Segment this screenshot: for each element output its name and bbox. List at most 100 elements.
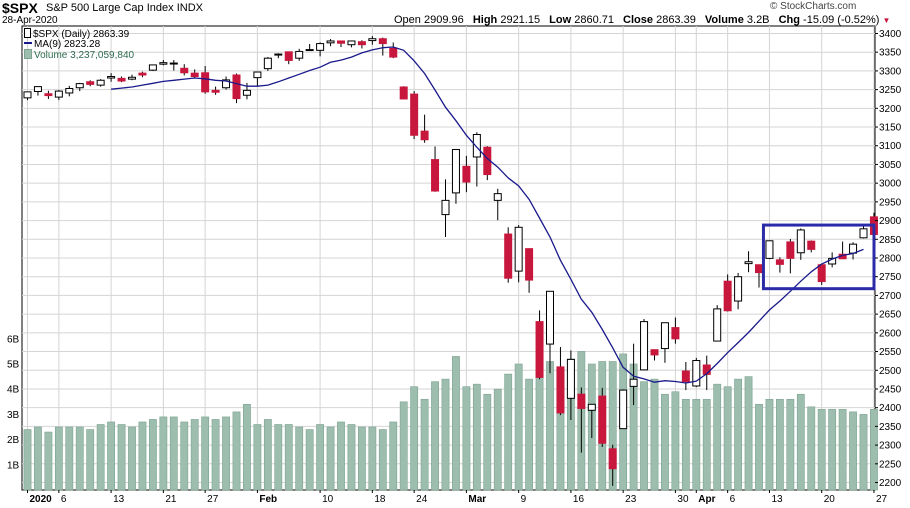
candle <box>608 444 617 486</box>
price-tick-label: 3000 <box>879 179 902 190</box>
candle-body <box>859 228 868 239</box>
volume-bar <box>44 431 53 491</box>
date-tick-label: 13 <box>113 494 125 505</box>
price-tick-label: 3100 <box>879 141 902 152</box>
candle-body <box>368 38 377 42</box>
volume-bar <box>389 421 398 491</box>
volume-bar <box>368 426 377 491</box>
candle <box>128 74 136 81</box>
volume-bar <box>514 363 523 491</box>
candle <box>420 114 429 143</box>
candle <box>159 60 168 66</box>
ma-line <box>111 46 864 384</box>
candle <box>451 148 460 204</box>
candle <box>316 42 325 57</box>
volume-bar <box>807 406 816 491</box>
price-tick-label: 2550 <box>879 347 902 358</box>
candle <box>190 69 199 79</box>
candle <box>284 51 293 65</box>
volume-bar <box>504 373 513 491</box>
volume-bar <box>201 416 210 491</box>
volume-bar <box>253 424 262 491</box>
volume-bar <box>681 398 690 491</box>
candle-body <box>23 91 32 99</box>
candle-body <box>107 76 116 79</box>
candle <box>472 132 481 187</box>
candle <box>587 403 596 438</box>
candle-body <box>211 89 220 93</box>
candle <box>493 188 502 221</box>
price-tick-label: 2900 <box>879 216 902 227</box>
candle <box>514 225 523 283</box>
candle-body <box>253 71 262 79</box>
candle <box>462 155 471 193</box>
candle-body <box>525 248 534 281</box>
date-tick-label: 24 <box>416 494 428 505</box>
candle-body <box>389 47 398 58</box>
date-tick-label: Apr <box>698 494 715 505</box>
annotation-box <box>761 223 876 291</box>
high-label: High <box>472 14 498 26</box>
stockcharts-brand[interactable]: © StockCharts.com <box>770 1 857 12</box>
candle <box>326 39 335 47</box>
candle-body <box>128 76 136 80</box>
volume-bar <box>472 383 481 491</box>
candle-body <box>441 199 450 216</box>
price-tick-label: 3400 <box>879 29 902 40</box>
price-tick-label: 2800 <box>879 254 902 265</box>
candle-body <box>723 280 732 312</box>
candle-body <box>598 395 607 444</box>
candle-body <box>148 64 157 71</box>
volume-bar <box>744 376 753 491</box>
low-value: 2860.71 <box>574 14 614 26</box>
candle <box>148 64 157 71</box>
chg-down-icon: ▼ <box>882 16 891 25</box>
high-value: 2921.15 <box>500 14 541 26</box>
candle <box>796 228 805 260</box>
chart-date: 28-Apr-2020 <box>2 15 58 26</box>
candle-body <box>807 240 816 250</box>
candle <box>253 71 262 87</box>
volume-value: 3.2B <box>746 14 770 26</box>
candle-body <box>577 393 586 409</box>
candle-body <box>535 321 544 378</box>
candle <box>681 362 690 391</box>
candle <box>263 57 272 71</box>
volume-bar <box>243 404 251 491</box>
price-tick-label: 3150 <box>879 123 902 134</box>
candle <box>807 240 816 253</box>
volume-bar <box>535 363 544 491</box>
candle-body <box>326 40 335 44</box>
candle <box>660 322 669 363</box>
volume-bar <box>65 426 74 491</box>
candle <box>33 86 42 96</box>
volume-bar <box>34 426 42 491</box>
candle <box>232 73 241 104</box>
volume-bar <box>546 361 554 491</box>
candle <box>23 91 32 101</box>
price-tick-label: 3200 <box>879 104 902 115</box>
volume-bar <box>232 411 241 491</box>
candle-body <box>222 79 231 89</box>
volume-bar <box>838 409 847 491</box>
candle-body <box>86 81 95 85</box>
date-tick-label: 21 <box>165 494 177 505</box>
close-label: Close <box>623 14 654 26</box>
legend-volume: Volume 3,237,059,840 <box>24 49 134 61</box>
volume-bar <box>692 398 701 491</box>
price-tick-label: 3350 <box>879 48 902 59</box>
candle-body <box>54 90 63 98</box>
candle-body <box>660 322 669 350</box>
volume-bar <box>274 424 283 491</box>
candle-body <box>201 72 210 93</box>
price-tick-label: 2750 <box>879 272 902 283</box>
candle-body <box>472 134 481 158</box>
volume-bar <box>713 383 722 491</box>
candle <box>378 37 387 56</box>
candle-body <box>75 83 84 89</box>
ohlc-readout: Open 2909.96 High 2921.15 Low 2860.71 Cl… <box>394 14 890 26</box>
candle-body <box>96 79 105 86</box>
candle <box>222 76 231 90</box>
price-tick-label: 2250 <box>879 459 902 470</box>
